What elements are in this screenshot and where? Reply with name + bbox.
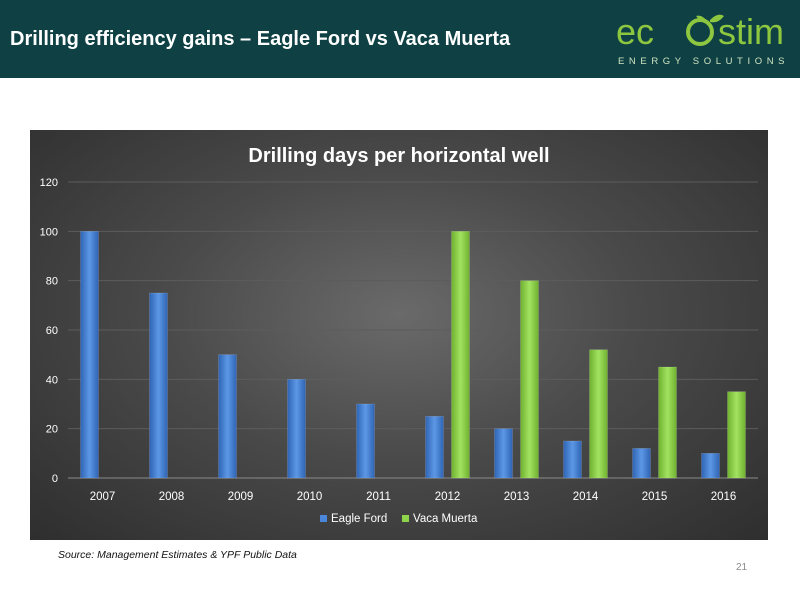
bar-eagle-ford-2014: [563, 440, 582, 479]
bar-eagle-ford-2012: [425, 416, 444, 479]
bar-vaca-muerta-2015: [658, 366, 677, 479]
x-tick-label: 2013: [504, 491, 530, 503]
bar-vaca-muerta-2014: [589, 349, 608, 479]
bar-eagle-ford-2007: [80, 231, 99, 479]
source-note: Source: Management Estimates & YPF Publi…: [58, 549, 297, 561]
bar-eagle-ford-2015: [632, 448, 651, 479]
bar-eagle-ford-2011: [356, 403, 375, 479]
x-tick-label: 2010: [297, 491, 323, 503]
bar-vaca-muerta-2013: [520, 280, 539, 479]
bar-eagle-ford-2013: [494, 428, 513, 479]
x-tick-label: 2012: [435, 491, 461, 503]
x-tick-label: 2011: [366, 491, 391, 503]
y-tick-label: 0: [52, 473, 58, 485]
gridlines: [68, 181, 758, 479]
y-axis-ticks: 0 20 40 60 80 100 120: [40, 177, 58, 485]
page-number: 21: [736, 562, 748, 573]
x-tick-label: 2014: [573, 491, 599, 503]
bars: [80, 231, 746, 479]
logo-tagline: ENERGY SOLUTIONS: [618, 56, 789, 67]
bar-eagle-ford-2009: [218, 354, 237, 479]
y-tick-label: 100: [40, 226, 58, 238]
x-axis-ticks: 2007 2008 2009 2010 2011 2012 2013 2014 2015 2016: [90, 491, 737, 503]
y-tick-label: 120: [40, 177, 58, 189]
legend-swatch: [402, 515, 409, 522]
y-tick-label: 80: [46, 276, 58, 288]
slide-title: Drilling efficiency gains – Eagle Ford v…: [10, 28, 511, 50]
x-tick-label: 2007: [90, 491, 116, 503]
legend-label: Vaca Muerta: [413, 513, 478, 525]
y-tick-label: 20: [46, 424, 58, 436]
x-tick-label: 2008: [159, 491, 185, 503]
slide-header: Drilling efficiency gains – Eagle Ford v…: [0, 0, 800, 78]
chart-title: Drilling days per horizontal well: [248, 145, 549, 167]
y-tick-label: 40: [46, 374, 58, 386]
logo-wordmark-left: ec: [616, 11, 654, 52]
legend-swatch: [320, 515, 327, 522]
bar-vaca-muerta-2012: [451, 231, 470, 479]
legend-label: Eagle Ford: [331, 513, 387, 525]
leaf-o-icon: [686, 14, 724, 46]
bar-eagle-ford-2010: [287, 379, 306, 479]
x-tick-label: 2009: [228, 491, 254, 503]
legend: Eagle Ford Vaca Muerta: [320, 513, 478, 525]
x-tick-label: 2015: [642, 491, 668, 503]
ecostim-logo: ec stim ENERGY SOLUTIONS: [616, 11, 789, 67]
bar-vaca-muerta-2016: [727, 391, 746, 479]
drilling-days-chart: Drilling days per horizontal well 0 20 40 6…: [40, 145, 758, 525]
chart-panel: Drilling days per horizontal well 0 20 40 6…: [30, 130, 768, 540]
x-tick-label: 2016: [711, 491, 737, 503]
bar-eagle-ford-2016: [701, 453, 720, 479]
y-tick-label: 60: [46, 325, 58, 337]
bar-eagle-ford-2008: [149, 292, 168, 479]
logo-wordmark-right: stim: [718, 11, 784, 52]
